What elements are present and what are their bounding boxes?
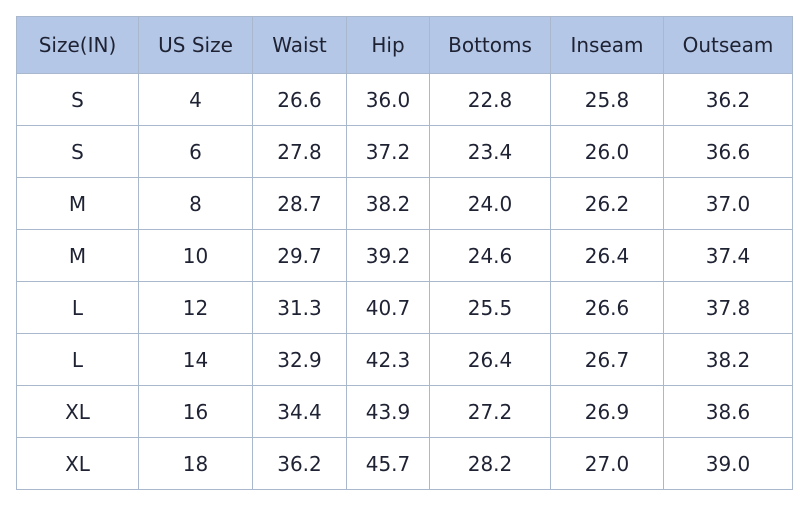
table-cell: 39.2 <box>346 229 430 282</box>
table-row: XL 18 36.2 45.7 28.2 27.0 39.0 <box>16 437 793 490</box>
table-cell: 42.3 <box>346 333 430 386</box>
table-cell: 10 <box>138 229 253 282</box>
table-cell: 29.7 <box>252 229 347 282</box>
header-cell: Hip <box>346 16 430 74</box>
header-cell: Size(IN) <box>16 16 139 74</box>
header-cell: Bottoms <box>429 16 551 74</box>
table-cell: 14 <box>138 333 253 386</box>
table-cell: 26.4 <box>429 333 551 386</box>
table-cell: XL <box>16 437 139 490</box>
table-cell: 18 <box>138 437 253 490</box>
table-cell: 36.2 <box>252 437 347 490</box>
table-cell: 37.8 <box>663 281 793 334</box>
table-cell: 6 <box>138 125 253 178</box>
table-cell: 28.7 <box>252 177 347 230</box>
table-cell: 45.7 <box>346 437 430 490</box>
table-cell: 16 <box>138 385 253 438</box>
table-cell: 34.4 <box>252 385 347 438</box>
table-row: L 14 32.9 42.3 26.4 26.7 38.2 <box>16 333 793 386</box>
table-cell: M <box>16 229 139 282</box>
table-cell: 23.4 <box>429 125 551 178</box>
table-row: M 8 28.7 38.2 24.0 26.2 37.0 <box>16 177 793 230</box>
table-cell: 26.9 <box>550 385 664 438</box>
table-cell: L <box>16 281 139 334</box>
table-cell: 38.6 <box>663 385 793 438</box>
table-cell: L <box>16 333 139 386</box>
table-cell: 36.0 <box>346 73 430 126</box>
table-cell: 40.7 <box>346 281 430 334</box>
table-cell: XL <box>16 385 139 438</box>
header-cell: Waist <box>252 16 347 74</box>
table-body: S 4 26.6 36.0 22.8 25.8 36.2 S 6 27.8 37.2 23.4 26.0… <box>16 73 793 490</box>
table-cell: 37.0 <box>663 177 793 230</box>
table-cell: 36.6 <box>663 125 793 178</box>
table-cell: 26.2 <box>550 177 664 230</box>
table-cell: 26.6 <box>550 281 664 334</box>
table-cell: 37.2 <box>346 125 430 178</box>
table-cell: S <box>16 125 139 178</box>
table-row: M 10 29.7 39.2 24.6 26.4 37.4 <box>16 229 793 282</box>
table-cell: 32.9 <box>252 333 347 386</box>
table-cell: 25.8 <box>550 73 664 126</box>
table-cell: 26.6 <box>252 73 347 126</box>
table-cell: 26.0 <box>550 125 664 178</box>
table-cell: 36.2 <box>663 73 793 126</box>
header-cell: Outseam <box>663 16 793 74</box>
table-cell: 12 <box>138 281 253 334</box>
table-cell: 26.7 <box>550 333 664 386</box>
table-cell: 4 <box>138 73 253 126</box>
table-cell: 25.5 <box>429 281 551 334</box>
table-cell: 22.8 <box>429 73 551 126</box>
table-cell: 24.0 <box>429 177 551 230</box>
table-cell: 28.2 <box>429 437 551 490</box>
table-cell: 26.4 <box>550 229 664 282</box>
table-row: S 4 26.6 36.0 22.8 25.8 36.2 <box>16 73 793 126</box>
table-row: L 12 31.3 40.7 25.5 26.6 37.8 <box>16 281 793 334</box>
header-row: Size(IN) US Size Waist Hip Bottoms Inseam Outs… <box>16 16 793 74</box>
table-cell: 37.4 <box>663 229 793 282</box>
table-cell: 24.6 <box>429 229 551 282</box>
table-cell: 27.8 <box>252 125 347 178</box>
table-cell: 39.0 <box>663 437 793 490</box>
table-cell: 27.2 <box>429 385 551 438</box>
header-cell: Inseam <box>550 16 664 74</box>
table-cell: 31.3 <box>252 281 347 334</box>
table-cell: M <box>16 177 139 230</box>
table-cell: 8 <box>138 177 253 230</box>
table-cell: 38.2 <box>663 333 793 386</box>
table-row: XL 16 34.4 43.9 27.2 26.9 38.6 <box>16 385 793 438</box>
table-row: S 6 27.8 37.2 23.4 26.0 36.6 <box>16 125 793 178</box>
size-table: Size(IN) US Size Waist Hip Bottoms Inseam Outs… <box>16 16 793 490</box>
header-cell: US Size <box>138 16 253 74</box>
table-cell: 38.2 <box>346 177 430 230</box>
table-cell: 43.9 <box>346 385 430 438</box>
table-cell: S <box>16 73 139 126</box>
table-cell: 27.0 <box>550 437 664 490</box>
